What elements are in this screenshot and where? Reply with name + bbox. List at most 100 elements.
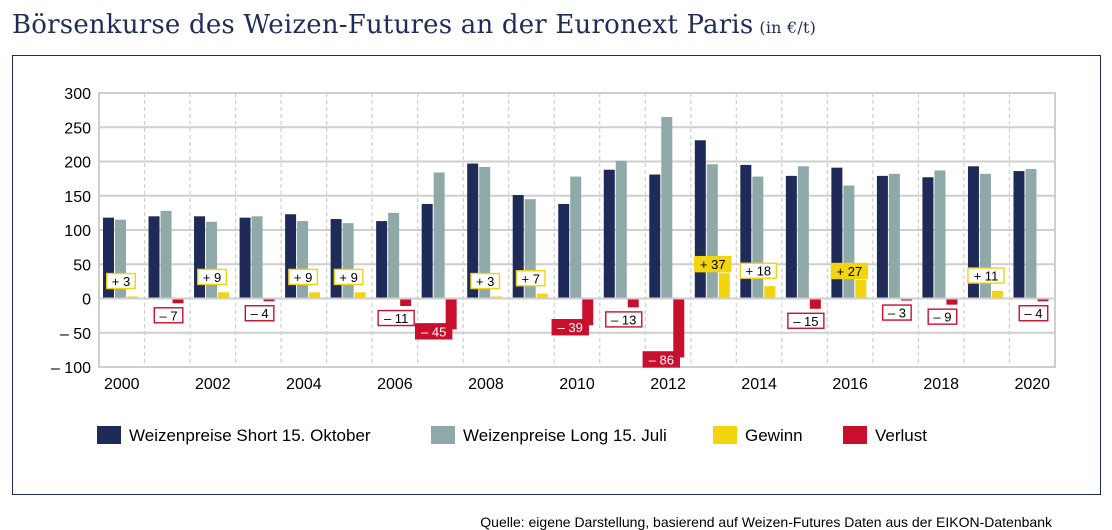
data-label: – 7 — [159, 308, 177, 323]
data-label-box — [377, 309, 415, 327]
y-tick-label: 150 — [64, 189, 91, 206]
data-label: + 37 — [700, 257, 726, 272]
data-label-box — [515, 270, 546, 287]
bar-gewinn — [536, 293, 548, 299]
bar-short — [694, 140, 706, 299]
bar-gewinn — [127, 296, 138, 299]
bar-long — [934, 170, 946, 299]
data-label: + 3 — [476, 274, 494, 289]
bar-long — [206, 221, 218, 299]
bar-short — [831, 167, 843, 299]
title-text: Börsenkurse des Weizen-Futures an der Eu… — [12, 10, 754, 40]
data-label-box — [244, 305, 275, 322]
bar-gewinn — [855, 280, 867, 299]
x-tick-label: 2010 — [559, 376, 595, 393]
title-unit: (in €/t) — [759, 18, 817, 37]
x-tick-label: 2018 — [923, 376, 959, 393]
data-label: – 86 — [649, 352, 674, 367]
bar-short — [785, 175, 797, 299]
bar-verlust — [582, 298, 594, 326]
data-label-box — [605, 311, 643, 328]
data-label-box — [333, 268, 364, 286]
x-tick-label: 2006 — [377, 376, 413, 393]
data-label-box — [288, 268, 319, 286]
wheat-futures-chart: 300 250 200 150 100 50 0 – 50 – 100 + 3 – 7 + 9 – 4 +… — [51, 86, 1056, 445]
data-label-box — [1018, 305, 1049, 322]
bar-gewinn — [991, 290, 1003, 299]
data-label-box — [881, 304, 912, 321]
bar-gewinn — [718, 273, 730, 299]
bar-long — [706, 164, 718, 299]
bar-short — [421, 203, 433, 299]
y-tick-label: 50 — [73, 257, 91, 274]
bar-verlust — [809, 298, 821, 309]
y-tick-label: – 100 — [51, 360, 91, 377]
data-label: + 27 — [837, 264, 863, 279]
x-tick-label: 2000 — [104, 376, 140, 393]
legend-label: Weizenpreise Short 15. Oktober — [129, 426, 371, 445]
bar-verlust — [673, 298, 685, 358]
bar-long — [843, 185, 855, 299]
bar-verlust — [900, 298, 912, 301]
bar-short — [376, 221, 388, 299]
bar-long — [752, 176, 764, 299]
bar-gewinn — [354, 292, 366, 299]
bar-short — [967, 166, 979, 299]
legend-swatch — [431, 426, 455, 444]
data-label: – 11 — [384, 311, 408, 326]
y-tick-label: 0 — [82, 292, 91, 309]
bar-short — [239, 217, 251, 299]
legend-label: Gewinn — [745, 426, 803, 445]
bar-verlust — [445, 298, 457, 330]
y-tick-label: 100 — [64, 223, 91, 240]
data-label-box — [694, 255, 732, 273]
data-label: + 9 — [203, 270, 221, 285]
bar-verlust — [172, 298, 184, 304]
bar-long — [661, 116, 673, 299]
bar-short — [876, 175, 888, 299]
bar-long — [297, 221, 309, 299]
bar-long — [479, 166, 491, 299]
bar-long — [979, 173, 991, 299]
x-tick-label: 2012 — [650, 376, 686, 393]
source-note: Quelle: eigene Darstellung, basierend au… — [480, 514, 1052, 530]
bar-short — [467, 163, 479, 299]
bar-gewinn — [218, 292, 230, 299]
bar-verlust — [1037, 298, 1049, 302]
data-label: + 9 — [294, 270, 312, 285]
data-label: – 13 — [611, 312, 636, 327]
data-label: + 9 — [339, 270, 357, 285]
legend-label: Weizenpreise Long 15. Juli — [463, 426, 667, 445]
bar-long — [524, 199, 536, 299]
bar-long — [388, 212, 400, 299]
bar-short — [194, 216, 206, 299]
bar-long — [888, 173, 900, 299]
x-tick-label: 2004 — [286, 376, 322, 393]
bar-gewinn — [309, 292, 321, 299]
data-label: – 3 — [888, 306, 906, 321]
legend-swatch — [713, 426, 737, 444]
x-tick-label: 2020 — [1014, 376, 1050, 393]
chart-frame: 300 250 200 150 100 50 0 – 50 – 100 + 3 – 7 + 9 – 4 +… — [12, 55, 1101, 530]
bar-long — [433, 172, 445, 299]
data-label: – 4 — [251, 306, 269, 321]
chart-title: Börsenkurse des Weizen-Futures an der Eu… — [12, 10, 816, 40]
bar-long — [797, 166, 809, 299]
bar-long — [570, 176, 582, 299]
bar-short — [285, 214, 297, 299]
data-label: – 9 — [933, 310, 951, 325]
bar-gewinn — [491, 296, 503, 299]
data-label-box — [927, 308, 958, 325]
data-label: – 45 — [421, 324, 446, 339]
bar-short — [148, 216, 160, 299]
x-tick-label: 2014 — [741, 376, 777, 393]
legend-label: Verlust — [875, 426, 927, 445]
data-label-box — [414, 323, 453, 340]
data-label-box — [153, 307, 184, 324]
data-label: + 3 — [112, 274, 130, 289]
data-label: + 18 — [745, 264, 771, 279]
bar-verlust — [263, 298, 275, 302]
data-label-box — [551, 319, 589, 336]
data-label-box — [642, 351, 680, 368]
bar-short — [740, 164, 752, 299]
